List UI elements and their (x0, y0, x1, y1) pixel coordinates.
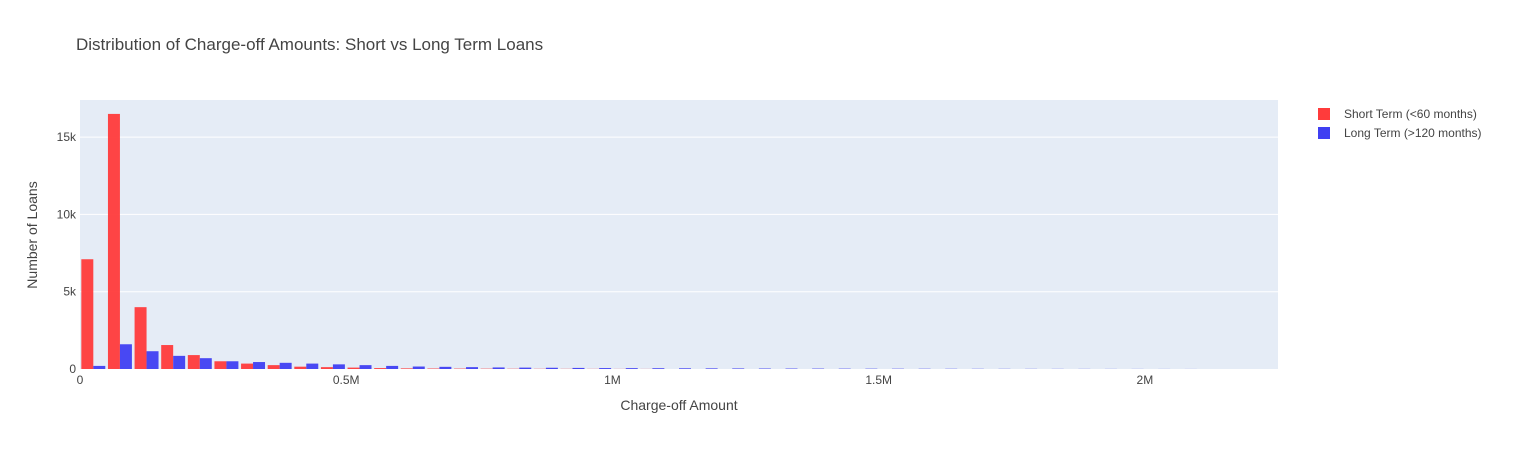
bar-long-term[interactable] (652, 368, 664, 369)
bar-long-term[interactable] (360, 365, 372, 369)
bar-long-term[interactable] (306, 364, 318, 369)
bar-long-term[interactable] (253, 362, 265, 369)
x-tick-label: 2M (1137, 373, 1154, 387)
legend-label: Long Term (>120 months) (1344, 126, 1482, 140)
legend-item-long-term[interactable]: Long Term (>120 months) (1318, 126, 1482, 140)
bar-long-term[interactable] (706, 368, 718, 369)
y-tick-label: 15k (57, 130, 77, 144)
bar-short-term[interactable] (374, 368, 386, 369)
bar-short-term[interactable] (401, 368, 413, 369)
bar-long-term[interactable] (226, 361, 238, 369)
bar-long-term[interactable] (573, 368, 585, 369)
bar-long-term[interactable] (333, 364, 345, 369)
plot-background (80, 100, 1278, 369)
chart-title: Distribution of Charge-off Amounts: Shor… (76, 35, 543, 54)
bar-long-term[interactable] (173, 356, 185, 369)
bar-long-term[interactable] (439, 367, 451, 369)
bar-short-term[interactable] (188, 355, 200, 369)
bar-long-term[interactable] (546, 368, 558, 369)
y-tick-label: 5k (63, 285, 77, 299)
bar-long-term[interactable] (413, 367, 425, 369)
bar-short-term[interactable] (294, 367, 306, 369)
x-tick-label: 0.5M (333, 373, 360, 387)
y-axis-label: Number of Loans (24, 181, 40, 288)
y-axis-ticks: 0 5k 10k 15k (57, 130, 77, 376)
bar-short-term[interactable] (268, 365, 280, 369)
bar-short-term[interactable] (214, 361, 226, 369)
legend-swatch (1318, 127, 1330, 139)
bar-short-term[interactable] (108, 114, 120, 369)
x-tick-label: 1.5M (865, 373, 892, 387)
legend: Short Term (<60 months) Long Term (>120 m… (1318, 107, 1482, 140)
bar-long-term[interactable] (386, 366, 398, 369)
bar-long-term[interactable] (599, 368, 611, 369)
bar-long-term[interactable] (679, 368, 691, 369)
bar-long-term[interactable] (466, 367, 478, 369)
x-axis-label: Charge-off Amount (620, 397, 737, 413)
legend-item-short-term[interactable]: Short Term (<60 months) (1318, 107, 1477, 121)
x-tick-label: 1M (604, 373, 621, 387)
bar-long-term[interactable] (493, 367, 505, 369)
bar-short-term[interactable] (348, 368, 360, 369)
bar-long-term[interactable] (280, 363, 292, 369)
bar-long-term[interactable] (732, 368, 744, 369)
bar-short-term[interactable] (135, 307, 147, 369)
bar-long-term[interactable] (519, 368, 531, 369)
bar-short-term[interactable] (241, 364, 253, 369)
bar-long-term[interactable] (626, 368, 638, 369)
bar-short-term[interactable] (161, 345, 173, 369)
bar-short-term[interactable] (321, 367, 333, 369)
x-tick-label: 0 (77, 373, 84, 387)
bar-short-term[interactable] (81, 259, 93, 369)
bar-long-term[interactable] (120, 344, 132, 369)
legend-swatch (1318, 108, 1330, 120)
x-axis-ticks: 0 0.5M 1M 1.5M 2M (77, 373, 1154, 387)
bar-long-term[interactable] (147, 351, 159, 369)
bar-long-term[interactable] (200, 358, 212, 369)
bar-long-term[interactable] (93, 366, 105, 369)
y-tick-label: 0 (69, 362, 76, 376)
legend-label: Short Term (<60 months) (1344, 107, 1477, 121)
y-tick-label: 10k (57, 207, 77, 221)
